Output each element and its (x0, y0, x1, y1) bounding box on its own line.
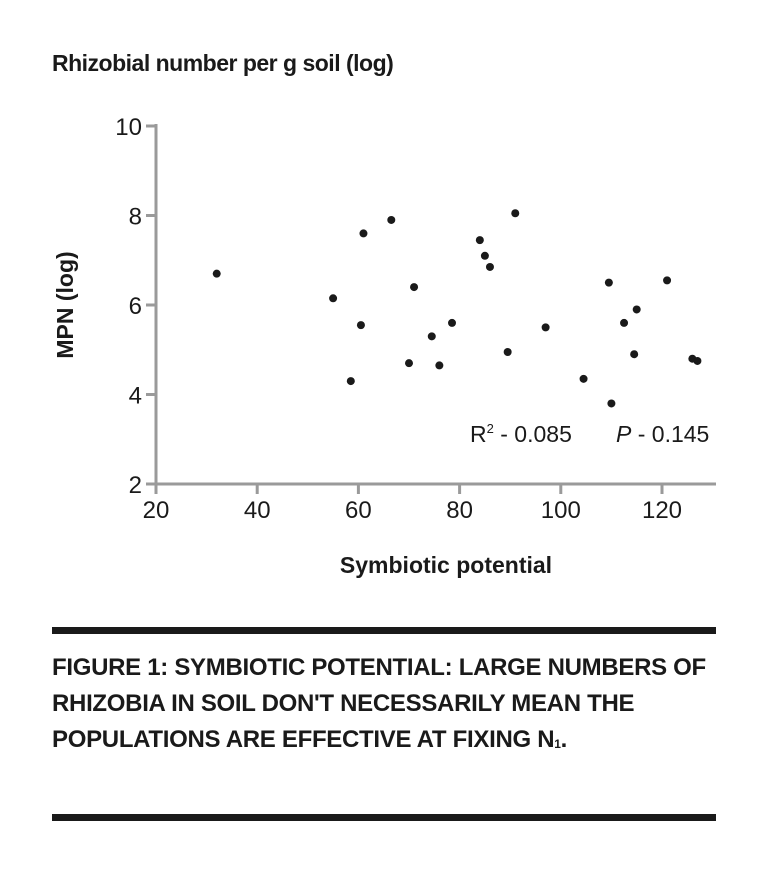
r-squared-superscript: 2 (487, 421, 494, 436)
y-tick-label: 6 (129, 293, 142, 320)
data-point (329, 294, 338, 303)
data-point (346, 377, 355, 386)
caption-superscript: 1 (554, 737, 561, 751)
figure-title: Rhizobial number per g soil (log) (52, 50, 394, 76)
p-value-label: P (616, 421, 632, 447)
data-point (387, 215, 396, 224)
data-point (405, 359, 413, 368)
data-point (620, 318, 629, 327)
data-point (410, 283, 419, 292)
data-point (435, 361, 444, 370)
x-tick-label: 120 (642, 497, 682, 524)
scatter-chart: 2 4 6 8 10 20 40 60 80 100 120 MPN (log) Symbiotic… (52, 114, 716, 578)
data-point (630, 350, 639, 359)
data-point (632, 305, 641, 314)
figure-caption: FIGURE 1: SYMBIOTIC POTENTIAL: LARGE NUM… (52, 650, 716, 758)
data-point (607, 399, 616, 408)
x-tick-label: 20 (143, 497, 170, 524)
data-point (604, 278, 613, 287)
x-axis-label: Symbiotic potential (340, 552, 552, 578)
x-tick-label: 40 (244, 497, 271, 524)
data-point (356, 321, 365, 330)
data-point (503, 347, 512, 356)
data-points (212, 209, 702, 408)
data-point (485, 262, 494, 271)
data-point (480, 251, 489, 260)
data-point (212, 269, 221, 278)
data-point (579, 374, 588, 383)
caption-text: FIGURE 1: SYMBIOTIC POTENTIAL: LARGE NUM… (52, 654, 706, 753)
caption-suffix: . (560, 726, 568, 753)
x-tick-label: 60 (345, 497, 372, 524)
y-tick-label: 8 (129, 204, 142, 231)
y-axis-label: MPN (log) (52, 251, 78, 358)
top-divider (52, 627, 716, 634)
data-point (663, 276, 672, 285)
data-point (511, 209, 520, 218)
ticks: 2 4 6 8 10 20 40 60 80 100 120 (115, 114, 682, 524)
x-tick-label: 100 (541, 497, 581, 524)
r-squared-label: R (470, 421, 487, 447)
y-tick-label: 10 (115, 114, 142, 141)
data-point (448, 318, 457, 327)
data-point (693, 356, 702, 365)
data-point (541, 323, 550, 332)
data-point (475, 236, 484, 245)
data-point (359, 229, 368, 238)
x-tick-label: 80 (446, 497, 473, 524)
bottom-divider (52, 814, 716, 821)
r-squared-value: - 0.085 (494, 421, 572, 447)
p-value-annotation: P - 0.145 (616, 421, 709, 447)
p-value-value: - 0.145 (631, 421, 709, 447)
y-tick-label: 2 (129, 472, 142, 499)
y-tick-label: 4 (129, 383, 142, 410)
data-point (427, 332, 436, 341)
r-squared-annotation: R2 - 0.085 (470, 421, 572, 447)
